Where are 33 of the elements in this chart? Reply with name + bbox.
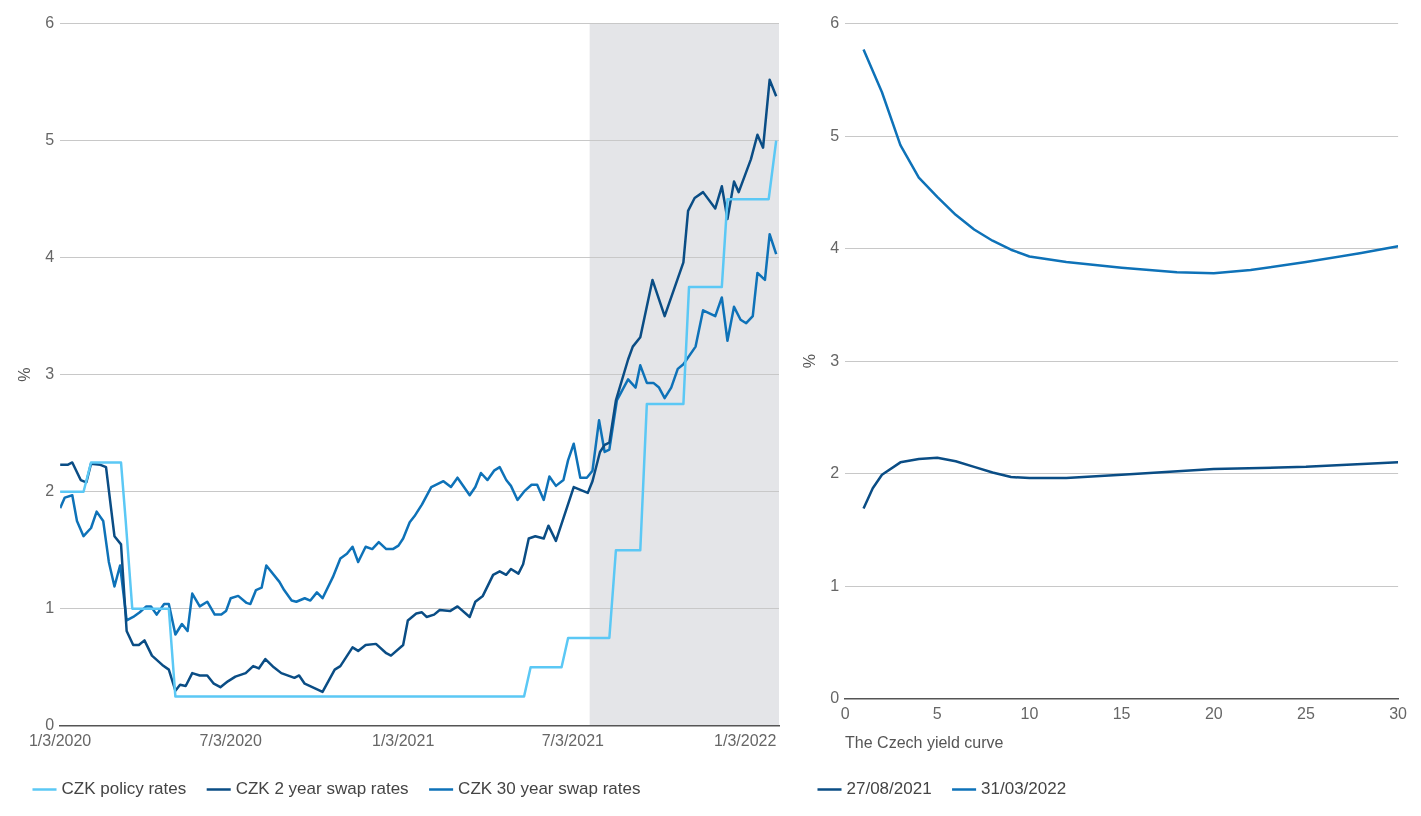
y-tick-label: 2 bbox=[830, 464, 840, 482]
x-axis-title: The Czech yield curve bbox=[845, 733, 1004, 751]
y-tick-label: 6 bbox=[45, 14, 55, 32]
x-tick-label: 5 bbox=[932, 704, 942, 722]
y-tick-label: 1 bbox=[45, 599, 55, 617]
legend-label: CZK policy rates bbox=[61, 779, 187, 799]
y-tick-label: 6 bbox=[830, 14, 840, 32]
y-tick-label: 5 bbox=[45, 131, 55, 149]
legend-label: 31/03/2022 bbox=[981, 779, 1067, 799]
legend-label: 27/08/2021 bbox=[846, 779, 932, 799]
x-tick-label: 7/3/2020 bbox=[199, 731, 262, 749]
y-tick-label: 0 bbox=[830, 689, 840, 707]
y-axis-title: % bbox=[801, 353, 819, 369]
x-tick-label: 10 bbox=[1020, 704, 1039, 722]
x-tick-label: 1/3/2022 bbox=[714, 731, 777, 749]
x-tick-label: 1/3/2020 bbox=[28, 731, 92, 749]
y-tick-label: 1 bbox=[830, 576, 840, 594]
x-tick-label: 1/3/2021 bbox=[372, 731, 435, 749]
x-tick-label: 30 bbox=[1389, 704, 1408, 722]
y-tick-label: 4 bbox=[45, 248, 55, 266]
x-tick-label: 15 bbox=[1112, 704, 1131, 722]
x-tick-label: 25 bbox=[1297, 704, 1315, 722]
y-tick-label: 5 bbox=[830, 126, 840, 144]
y-tick-label: 0 bbox=[45, 716, 55, 734]
x-tick-label: 20 bbox=[1204, 704, 1223, 722]
x-tick-label: 7/3/2021 bbox=[541, 731, 605, 749]
y-tick-label: 2 bbox=[45, 482, 55, 500]
y-tick-label: 3 bbox=[830, 351, 840, 369]
legend-label: CZK 2 year swap rates bbox=[235, 779, 409, 799]
y-tick-label: 4 bbox=[830, 239, 840, 257]
y-axis-title: % bbox=[16, 367, 34, 382]
legend-label: CZK 30 year swap rates bbox=[458, 779, 641, 799]
y-tick-label: 3 bbox=[45, 365, 55, 383]
